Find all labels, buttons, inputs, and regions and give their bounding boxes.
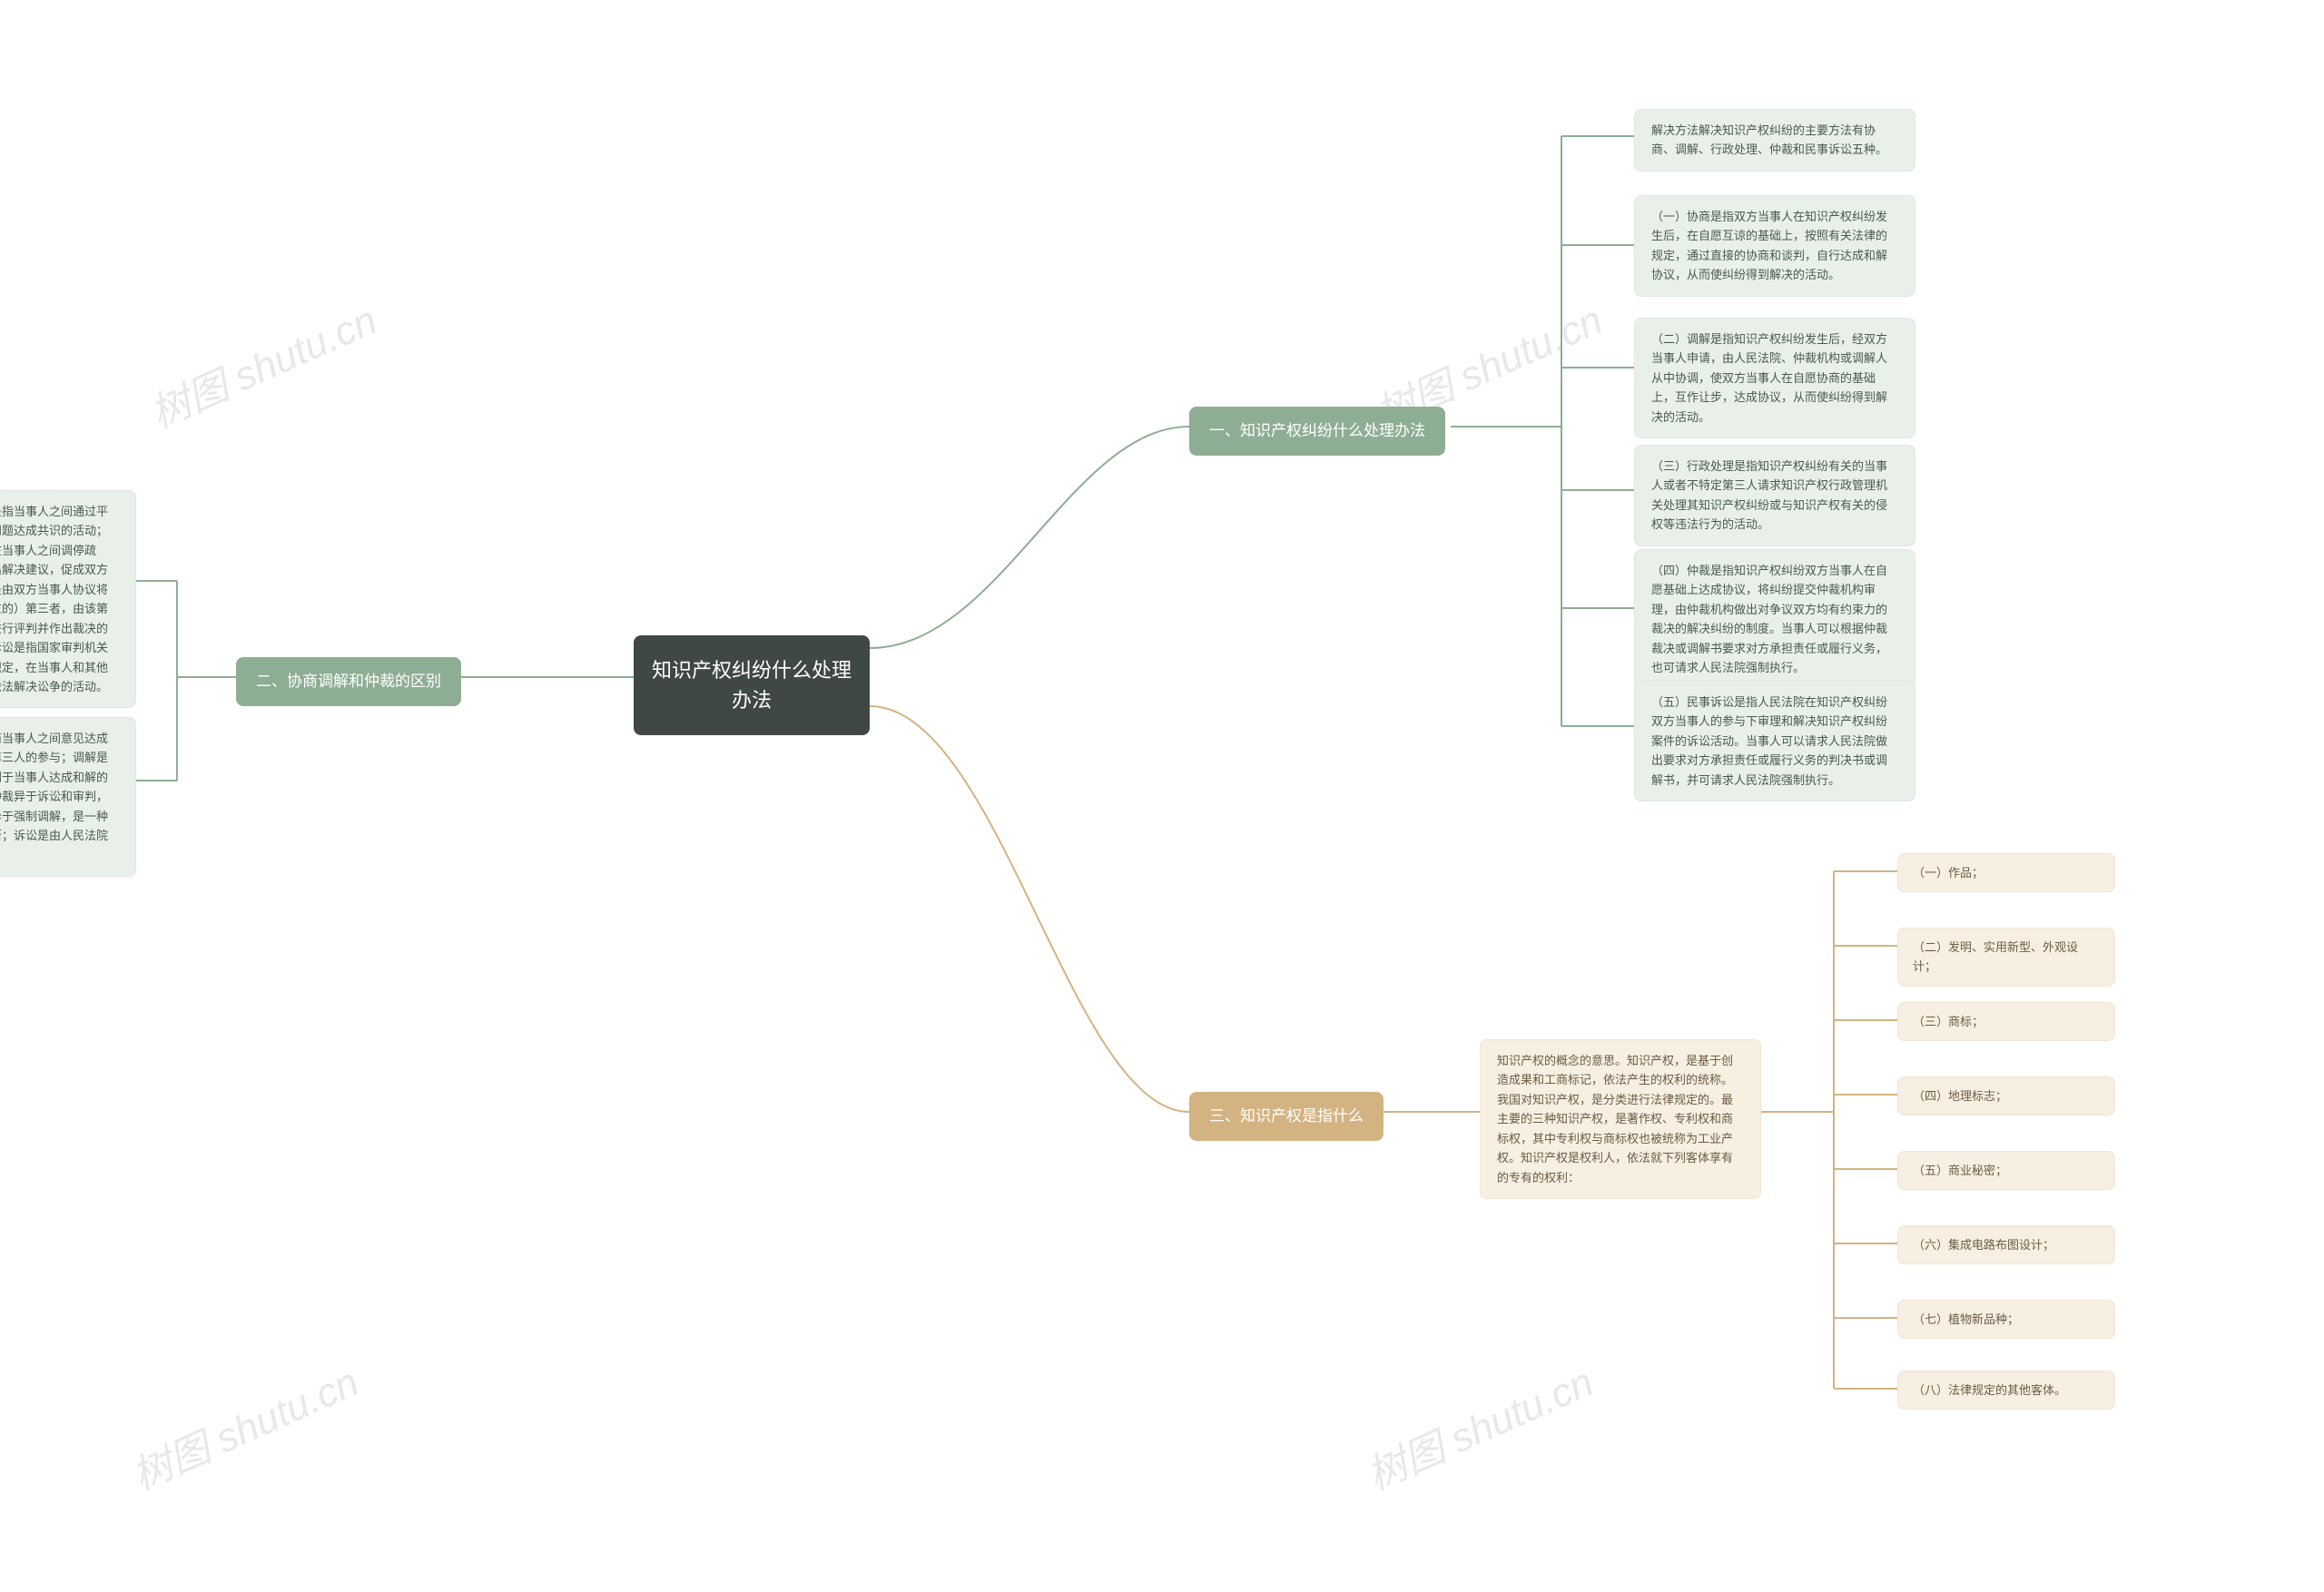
root-node[interactable]: 知识产权纠纷什么处理办法 <box>634 635 870 735</box>
branch-3-item-6[interactable]: （七）植物新品种； <box>1897 1300 2115 1339</box>
branch-3-item-2[interactable]: （三）商标； <box>1897 1002 2115 1041</box>
branch-1-item-0[interactable]: 解决方法解决知识产权纠纷的主要方法有协商、调解、行政处理、仲裁和民事诉讼五种。 <box>1634 109 1915 172</box>
branch-1-item-2[interactable]: （二）调解是指知识产权纠纷发生后，经双方当事人申请，由人民法院、仲裁机构或调解人… <box>1634 318 1915 438</box>
watermark: 树图 shutu.cn <box>1356 1350 1601 1501</box>
branch-3-item-5[interactable]: （六）集成电路布图设计； <box>1897 1225 2115 1264</box>
branch-2-item-1[interactable]: （二）特殊性不同：协商当事人之间意见达成一致即可解决，不需要第三人的参与；调解是… <box>0 717 136 877</box>
watermark: 树图 shutu.cn <box>122 1350 367 1501</box>
branch-3-item-1[interactable]: （二）发明、实用新型、外观设计； <box>1897 928 2115 987</box>
branch-3-intro[interactable]: 知识产权的概念的意思。知识产权，是基于创造成果和工商标记，依法产生的权利的统称。… <box>1480 1039 1761 1199</box>
watermark: 树图 shutu.cn <box>140 288 385 439</box>
branch-2-item-0[interactable]: （二）概念不同：协商是指当事人之间通过平等沟通，自行协商解决问题达成共识的活动；… <box>0 490 136 708</box>
branch-3-item-0[interactable]: （一）作品； <box>1897 853 2115 892</box>
branch-3-item-4[interactable]: （五）商业秘密； <box>1897 1151 2115 1190</box>
branch-1-item-4[interactable]: （四）仲裁是指知识产权纠纷双方当事人在自愿基础上达成协议，将纠纷提交仲裁机构审理… <box>1634 549 1915 690</box>
branch-2[interactable]: 二、协商调解和仲裁的区别 <box>236 657 461 706</box>
branch-1-item-3[interactable]: （三）行政处理是指知识产权纠纷有关的当事人或者不特定第三人请求知识产权行政管理机… <box>1634 445 1915 546</box>
branch-1-item-1[interactable]: （一）协商是指双方当事人在知识产权纠纷发生后，在自愿互谅的基础上，按照有关法律的… <box>1634 195 1915 297</box>
branch-3-item-3[interactable]: （四）地理标志； <box>1897 1076 2115 1115</box>
branch-1-item-5[interactable]: （五）民事诉讼是指人民法院在知识产权纠纷双方当事人的参与下审理和解决知识产权纠纷… <box>1634 681 1915 801</box>
branch-1[interactable]: 一、知识产权纠纷什么处理办法 <box>1189 407 1445 456</box>
connector-layer <box>0 0 2324 1592</box>
branch-3[interactable]: 三、知识产权是指什么 <box>1189 1092 1384 1141</box>
branch-3-item-7[interactable]: （八）法律规定的其他客体。 <box>1897 1371 2115 1410</box>
